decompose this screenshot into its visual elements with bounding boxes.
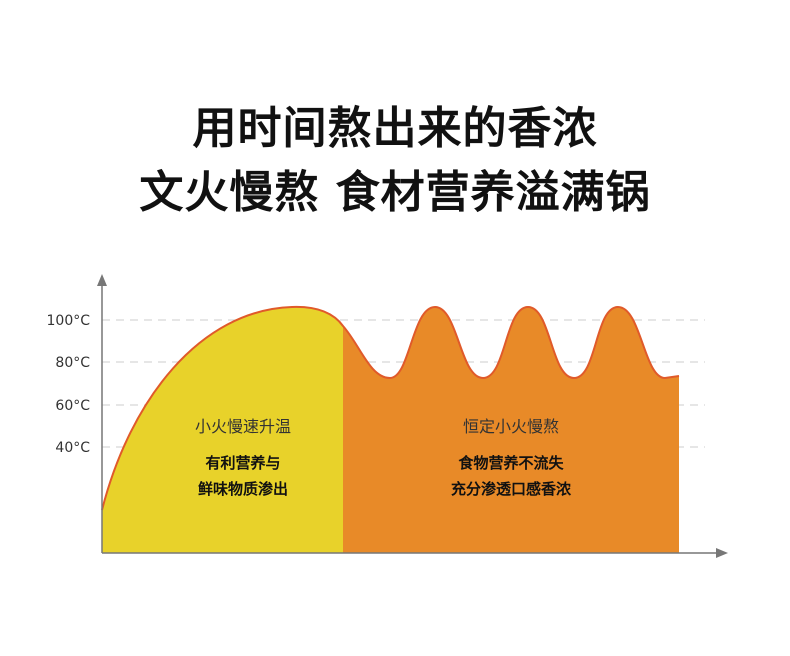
temperature-curve bbox=[101, 305, 680, 511]
phase-2-desc-2: 充分渗透口感香浓 bbox=[451, 480, 572, 498]
phase-1-area bbox=[102, 306, 343, 553]
phase-2-desc-1: 食物营养不流失 bbox=[458, 454, 564, 472]
y-axis-arrow bbox=[97, 274, 107, 286]
x-axis-arrow bbox=[716, 548, 728, 558]
phase-2-area bbox=[343, 307, 679, 553]
headline-line-2: 文火慢熬 食材营养溢满锅 bbox=[139, 167, 651, 218]
y-tick-label-40: 40°C bbox=[55, 440, 90, 456]
headline-line-1: 用时间熬出来的香浓 bbox=[192, 103, 598, 154]
phase-1-desc-1: 有利营养与 bbox=[205, 454, 280, 472]
y-tick-label-60: 60°C bbox=[55, 398, 90, 414]
phase-2-title: 恒定小火慢熬 bbox=[463, 417, 559, 436]
phase-1-desc-2: 鲜味物质渗出 bbox=[198, 480, 288, 498]
phase-1-title: 小火慢速升温 bbox=[195, 417, 291, 436]
y-tick-label-80: 80°C bbox=[55, 355, 90, 371]
y-tick-label-100: 100°C bbox=[47, 313, 91, 329]
